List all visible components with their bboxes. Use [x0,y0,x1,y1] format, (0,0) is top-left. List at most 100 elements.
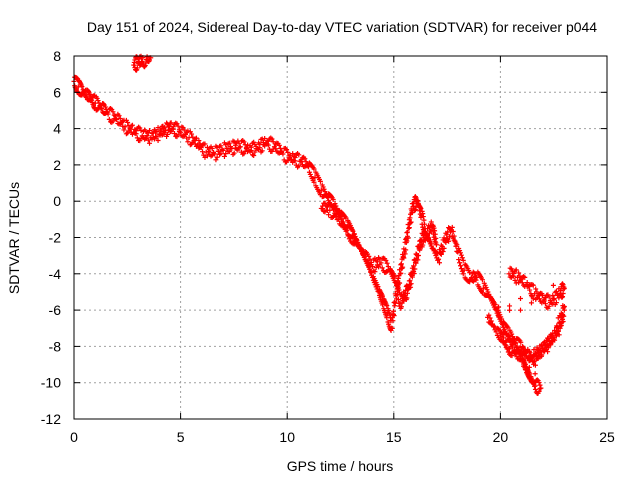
data-point [333,214,339,220]
y-tick-label: 2 [53,157,61,173]
data-point [251,153,257,159]
data-point [181,127,187,133]
data-point [412,206,418,212]
data-point [456,257,462,263]
data-point [114,117,120,123]
data-point [500,338,506,344]
data-point [147,140,153,146]
data-point [421,217,427,223]
data-point [541,298,547,304]
data-point [339,216,345,222]
data-point [405,235,411,241]
data-point [413,260,419,266]
data-point [432,228,438,234]
data-point [543,341,549,347]
data-point [428,219,434,225]
data-point [505,333,511,339]
data-point [531,359,537,365]
data-point [330,207,336,213]
data-point [526,373,532,379]
data-point [279,148,285,154]
data-point [558,287,564,293]
data-point [433,242,439,248]
data-point [470,269,476,275]
data-point [218,151,224,157]
data-point [510,344,516,350]
data-point [220,147,226,153]
data-point [420,214,426,220]
data-point [398,261,404,267]
data-point [237,144,243,150]
data-point [332,201,338,207]
data-point [311,166,317,172]
data-point [409,274,415,280]
data-point [395,275,401,281]
x-tick-label: 5 [177,429,185,445]
data-point [165,131,171,137]
data-point [517,353,523,359]
data-point [432,231,438,237]
data-point [318,187,324,193]
data-point [527,287,533,293]
data-point [532,351,538,357]
data-point [154,128,160,134]
data-point [344,227,350,233]
data-point [458,252,464,258]
y-tick-label: 8 [53,48,61,64]
data-point [484,287,490,293]
data-point [390,318,396,324]
data-point [454,248,460,254]
data-point [162,130,168,136]
data-point [509,331,515,337]
data-point [405,290,411,296]
data-points [71,53,567,396]
data-point [534,345,540,351]
data-point [302,156,308,162]
data-point [536,388,542,394]
data-point [420,242,426,248]
data-point [366,253,372,259]
data-point [560,312,566,318]
data-point [104,109,110,115]
data-point [131,59,137,65]
data-point [520,345,526,351]
data-point [226,149,232,155]
data-point [530,296,536,302]
data-point [206,148,212,154]
data-point [168,120,174,126]
data-point [351,231,357,237]
data-point [486,291,492,297]
data-point [502,342,508,348]
data-point [521,363,527,369]
data-point [378,260,384,266]
data-point [404,295,410,301]
data-point [449,224,455,230]
data-point [458,263,464,269]
data-point [531,347,537,353]
data-point [392,299,398,305]
data-point [193,135,199,141]
data-point [553,300,559,306]
data-point [369,264,375,270]
data-point [138,136,144,142]
data-point [317,178,323,184]
data-point [355,240,361,246]
data-point [536,296,542,302]
y-tick-label: -4 [49,266,62,282]
y-tick-label: -2 [49,230,62,246]
data-point [212,151,218,157]
data-point [400,264,406,270]
data-point [280,151,286,157]
data-point [129,122,135,128]
data-point [116,113,122,119]
data-point [214,154,220,160]
data-point [298,159,304,165]
data-point [426,236,432,242]
data-point [396,287,402,293]
data-point [561,303,567,309]
data-point [533,286,539,292]
data-point [185,139,191,145]
data-point [273,146,279,152]
data-point [223,142,229,148]
